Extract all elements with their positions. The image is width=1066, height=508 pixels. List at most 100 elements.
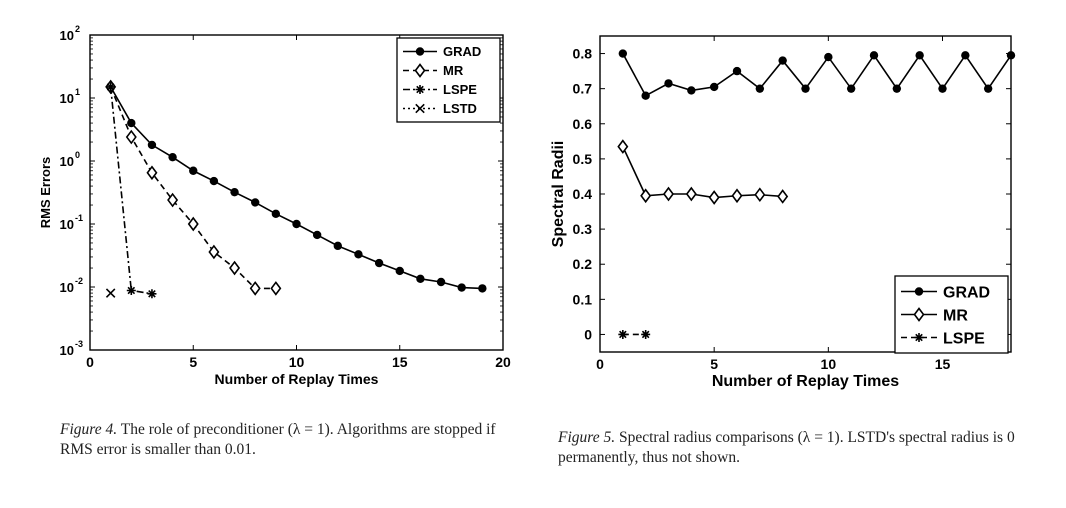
legend-label-lspe: LSPE (443, 82, 477, 97)
data-point-grad (230, 187, 239, 197)
data-point-grad (127, 118, 136, 128)
legend-marker-lspe (415, 85, 425, 94)
legend-label-mr: MR (943, 307, 968, 324)
y-tick-label: 10 (60, 343, 74, 358)
legend-marker-mr (414, 63, 426, 78)
legend-marker-mr (913, 307, 925, 322)
legend-marker-lspe (914, 333, 924, 342)
data-point-mr (708, 190, 720, 205)
figure-5-caption-text: Spectral radius comparisons (λ = 1). LST… (558, 429, 1015, 466)
y-tick-label: 0.7 (573, 81, 593, 97)
x-axis-label: Number of Replay Times (712, 373, 899, 390)
data-point-lspe (106, 82, 116, 92)
data-point-grad (846, 84, 856, 93)
x-tick-label: 10 (289, 354, 305, 370)
series-grad (618, 49, 1016, 100)
legend-marker-lstd (415, 103, 425, 114)
x-axis-label: Number of Replay Times (215, 371, 379, 387)
data-point-mr (754, 187, 766, 203)
data-point-lspe (126, 285, 136, 295)
data-point-grad (892, 84, 902, 93)
series-lstd (105, 288, 116, 298)
data-point-mr (270, 281, 282, 296)
data-point-grad (755, 84, 765, 93)
y-tick-label: 0.1 (573, 291, 593, 307)
series-line-grad (622, 53, 1012, 97)
data-point-grad (709, 82, 719, 92)
data-point-mr (146, 165, 158, 181)
x-tick-label: 15 (392, 354, 408, 370)
legend-label-lstd: LSTD (443, 101, 477, 116)
y-tick-exponent: -1 (75, 213, 83, 223)
y-tick-label: 10 (60, 280, 74, 295)
x-tick-label: 20 (495, 354, 511, 370)
data-point-grad (1006, 51, 1016, 60)
data-point-mr (777, 189, 789, 204)
legend-label-grad: GRAD (443, 44, 481, 59)
data-point-grad (478, 284, 487, 293)
series-grad (106, 82, 487, 293)
data-point-grad (961, 51, 970, 60)
data-point-grad (271, 209, 281, 219)
figure-4-caption: Figure 4. The role of preconditioner (λ … (60, 420, 530, 460)
series-lspe (618, 329, 651, 339)
data-point-grad (354, 250, 363, 259)
legend-label-lspe: LSPE (943, 330, 985, 347)
data-point-grad (687, 86, 696, 95)
x-tick-label: 5 (710, 356, 718, 372)
x-tick-label: 5 (189, 354, 197, 370)
data-point-grad (436, 277, 446, 287)
data-point-grad (915, 51, 924, 60)
y-tick-label: 0.2 (573, 256, 593, 272)
series-line-lspe (109, 86, 153, 295)
y-tick-exponent: 0 (75, 150, 80, 160)
data-point-mr (617, 139, 629, 154)
data-point-grad (147, 140, 157, 150)
y-axis-label: Spectral Radii (550, 141, 567, 248)
legend-marker-grad (914, 287, 924, 296)
data-point-grad (416, 274, 425, 283)
series-mr (617, 139, 789, 205)
y-tick-label: 10 (60, 91, 74, 106)
spectral-radii-chart: 0 5 10 15 0 0.1 0.2 0.3 0.4 0.5 0.6 0.7 0.8 Number of… (550, 35, 1016, 390)
y-tick-exponent: -2 (75, 276, 83, 286)
data-point-grad (824, 52, 833, 62)
y-tick-exponent: 2 (75, 24, 80, 34)
x-tick-label: 15 (935, 356, 951, 372)
data-point-mr (125, 129, 137, 145)
data-point-mr (229, 260, 241, 276)
data-point-grad (938, 84, 947, 93)
data-point-grad (209, 176, 219, 186)
data-point-grad (778, 56, 787, 65)
data-point-lstd (105, 288, 116, 298)
x-tick-label: 0 (596, 356, 604, 372)
data-point-grad (374, 258, 384, 268)
x-tick-label: 0 (86, 354, 94, 370)
data-point-mr (685, 186, 697, 202)
figure-4-caption-text: The role of preconditioner (λ = 1). Algo… (60, 421, 496, 458)
y-tick-label: 0.6 (573, 116, 593, 132)
data-point-grad (333, 241, 342, 251)
data-point-grad (869, 51, 879, 60)
figure-4-caption-label: Figure 4. (60, 421, 118, 438)
data-point-grad (189, 166, 198, 175)
x-tick-label: 10 (821, 356, 837, 372)
data-point-grad (292, 219, 301, 229)
data-point-grad (312, 230, 322, 240)
data-point-grad (457, 283, 466, 292)
y-tick-label: 0.3 (573, 221, 593, 237)
data-point-grad (251, 198, 260, 207)
data-point-lspe (641, 329, 651, 339)
data-point-grad (664, 79, 673, 88)
data-point-mr (249, 281, 261, 296)
series-line-mr (109, 86, 276, 290)
data-point-mr (640, 188, 652, 204)
legend-label-mr: MR (443, 63, 464, 78)
data-point-grad (618, 49, 628, 58)
data-point-mr (731, 188, 743, 204)
legend: GRAD MR LSPE (894, 275, 1009, 354)
data-point-mr (187, 216, 199, 232)
y-tick-label: 0.8 (573, 46, 593, 62)
data-point-mr (208, 244, 220, 260)
